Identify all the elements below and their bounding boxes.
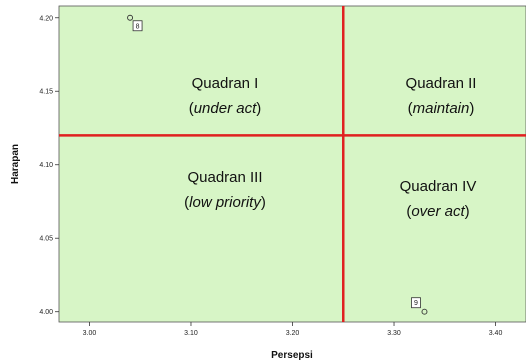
data-point xyxy=(421,308,428,315)
y-axis-ticks: 4.20 4.15 4.10 4.05 4.00 xyxy=(39,15,59,316)
point-label-box xyxy=(132,20,143,32)
quadrant-1-title: Quadran I xyxy=(192,75,259,92)
y-tick-label: 4.15 xyxy=(39,89,53,96)
quadrant-2-title: Quadran II xyxy=(406,75,477,92)
x-tick-label: 3.00 xyxy=(83,330,97,337)
quadrant-3-title: Quadran III xyxy=(187,169,262,186)
y-tick-label: 4.00 xyxy=(39,309,53,316)
quadrant-4-desc: (over act) xyxy=(406,203,469,220)
point-label: 8 xyxy=(136,23,140,30)
x-tick-label: 3.30 xyxy=(387,330,401,337)
x-axis-title: Persepsi xyxy=(271,350,313,361)
point-label-box xyxy=(411,297,421,309)
quadrant-1-desc: (under act) xyxy=(189,100,262,117)
x-tick-label: 3.10 xyxy=(184,330,198,337)
x-tick-label: 3.20 xyxy=(286,330,300,337)
y-tick-label: 4.05 xyxy=(39,236,53,243)
x-axis-ticks: 3.00 3.10 3.20 3.30 3.40 xyxy=(83,322,503,337)
y-tick-label: 4.10 xyxy=(39,162,53,169)
x-tick-label: 3.40 xyxy=(489,330,503,337)
point-label: 9 xyxy=(414,300,418,307)
y-axis-title: Harapan xyxy=(10,144,21,184)
quadrant-4-title: Quadran IV xyxy=(400,178,477,195)
y-tick-label: 4.20 xyxy=(39,15,53,22)
quadrant-2-desc: (maintain) xyxy=(408,100,475,117)
plot-area xyxy=(58,5,526,323)
quadrant-3-desc: (low priority) xyxy=(184,194,266,211)
data-point xyxy=(127,14,134,21)
data-points: 89 xyxy=(127,14,428,315)
